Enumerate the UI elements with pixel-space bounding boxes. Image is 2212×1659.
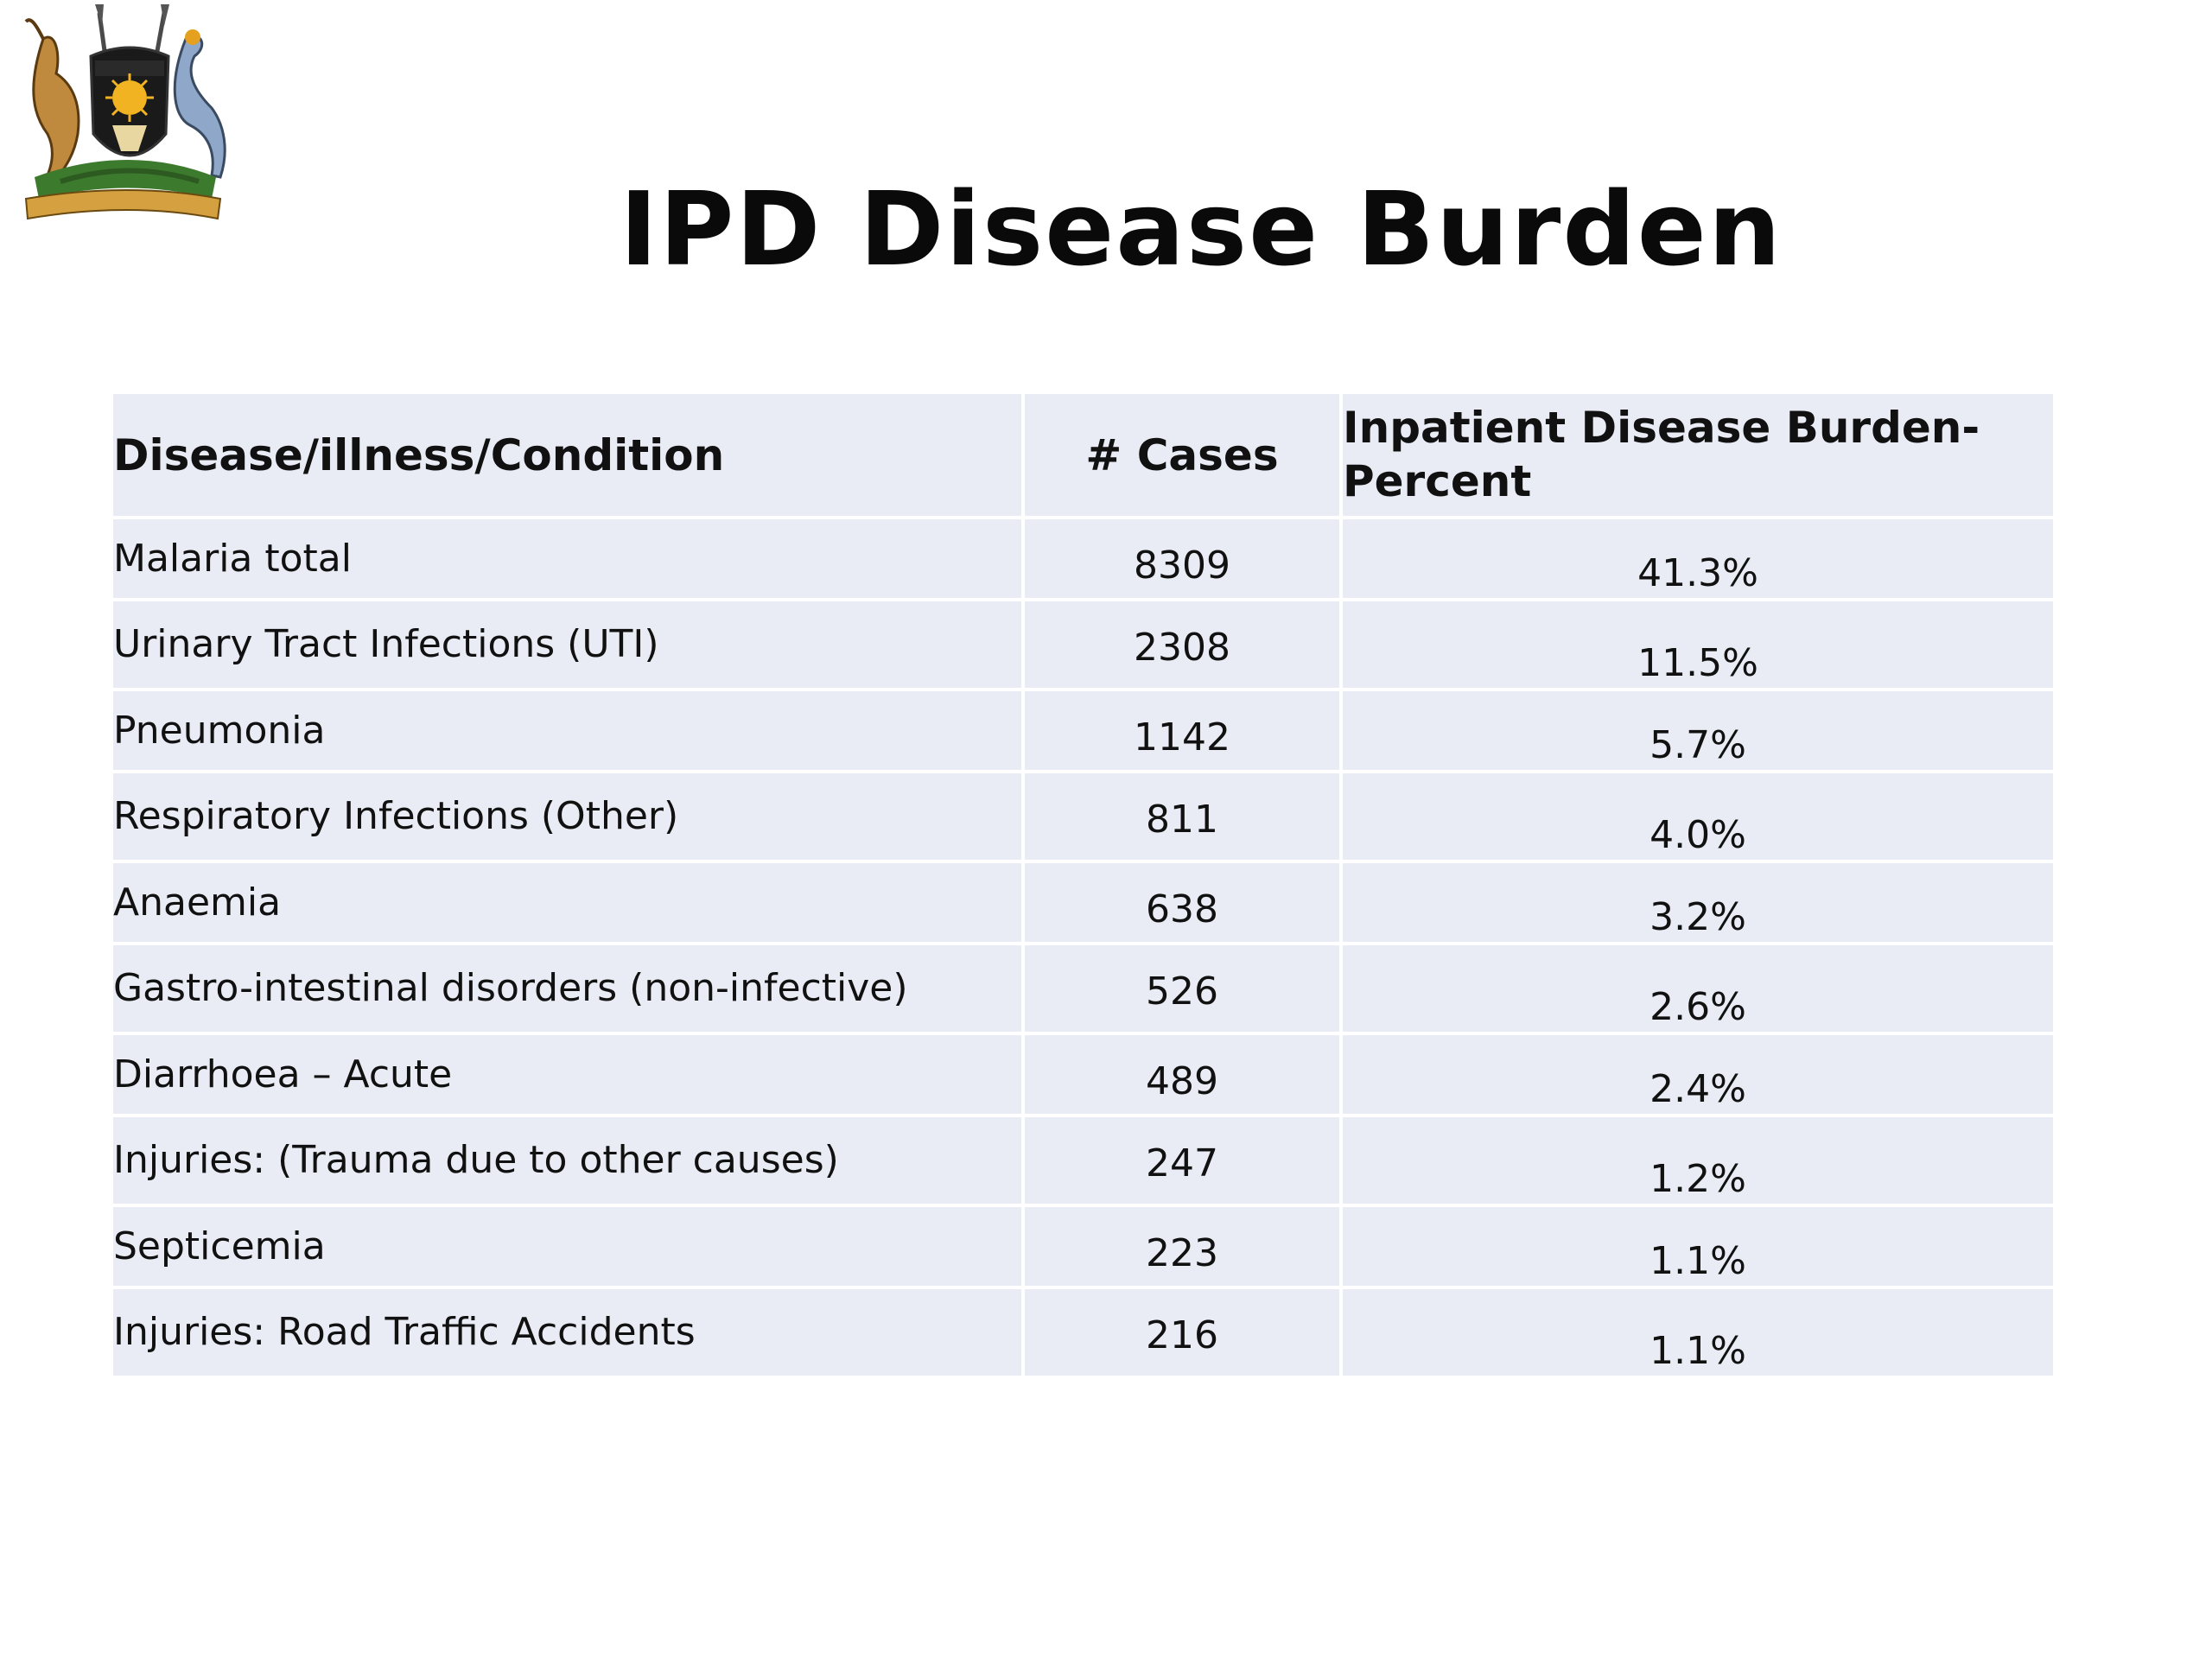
row-cases: 811 <box>1023 772 1343 863</box>
table-row: Diarrhoea – Acute 489 2.4% <box>113 1033 2053 1117</box>
row-percent: 1.2% <box>1341 1116 2053 1207</box>
header-cases: # Cases <box>1023 394 1343 519</box>
table-row: Urinary Tract Infections (UTI) 2308 11.5… <box>113 600 2053 691</box>
row-percent: 1.1% <box>1341 1287 2053 1379</box>
header-percent: Inpatient Disease Burden- Percent <box>1341 394 2053 519</box>
row-cases: 2308 <box>1023 600 1343 691</box>
row-percent: 41.3% <box>1341 518 2053 601</box>
table-row: Injuries: (Trauma due to other causes) 2… <box>113 1116 2053 1207</box>
row-disease: Anaemia <box>113 861 1025 945</box>
header-percent-line1: Inpatient Disease Burden- <box>1343 403 1980 453</box>
header-disease: Disease/illness/Condition <box>113 394 1025 519</box>
table-row: Malaria total 8309 41.3% <box>113 518 2053 601</box>
row-percent: 2.4% <box>1341 1033 2053 1117</box>
table-row: Septicemia 223 1.1% <box>113 1205 2053 1289</box>
table-row: Anaemia 638 3.2% <box>113 861 2053 945</box>
row-cases: 223 <box>1023 1205 1343 1289</box>
table-row: Injuries: Road Traffic Accidents 216 1.1… <box>113 1287 2053 1379</box>
row-percent: 2.6% <box>1341 944 2053 1035</box>
row-cases: 8309 <box>1023 518 1343 601</box>
row-disease: Septicemia <box>113 1205 1025 1289</box>
row-disease: Urinary Tract Infections (UTI) <box>113 600 1025 691</box>
row-percent: 11.5% <box>1341 600 2053 691</box>
row-percent: 1.1% <box>1341 1205 2053 1289</box>
table-row: Pneumonia 1142 5.7% <box>113 690 2053 773</box>
row-cases: 1142 <box>1023 690 1343 773</box>
header-percent-line2: Percent <box>1343 456 1532 506</box>
table-header-row: Disease/illness/Condition # Cases Inpati… <box>113 394 2053 519</box>
row-disease: Diarrhoea – Acute <box>113 1033 1025 1117</box>
row-percent: 4.0% <box>1341 772 2053 863</box>
row-disease: Respiratory Infections (Other) <box>113 772 1025 863</box>
coat-of-arms-icon <box>24 4 226 220</box>
row-cases: 216 <box>1023 1287 1343 1379</box>
table-row: Respiratory Infections (Other) 811 4.0% <box>113 772 2053 863</box>
row-cases: 638 <box>1023 861 1343 945</box>
row-percent: 5.7% <box>1341 690 2053 773</box>
row-cases: 489 <box>1023 1033 1343 1117</box>
row-percent: 3.2% <box>1341 861 2053 945</box>
row-disease: Pneumonia <box>113 690 1025 773</box>
row-cases: 526 <box>1023 944 1343 1035</box>
slide-title: IPD Disease Burden <box>620 169 1783 289</box>
row-disease: Malaria total <box>113 518 1025 601</box>
table-row: Gastro-intestinal disorders (non-infecti… <box>113 944 2053 1035</box>
row-disease: Gastro-intestinal disorders (non-infecti… <box>113 944 1025 1035</box>
row-disease: Injuries: Road Traffic Accidents <box>113 1287 1025 1379</box>
row-disease: Injuries: (Trauma due to other causes) <box>113 1116 1025 1207</box>
row-cases: 247 <box>1023 1116 1343 1207</box>
disease-burden-table: Disease/illness/Condition # Cases Inpati… <box>113 394 2053 1379</box>
